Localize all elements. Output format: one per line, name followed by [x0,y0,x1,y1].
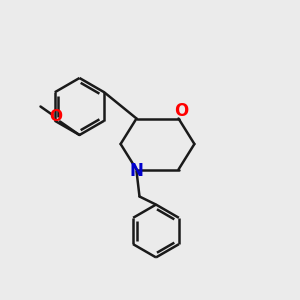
Text: O: O [49,110,62,124]
Text: N: N [130,162,143,180]
Text: O: O [174,102,189,120]
